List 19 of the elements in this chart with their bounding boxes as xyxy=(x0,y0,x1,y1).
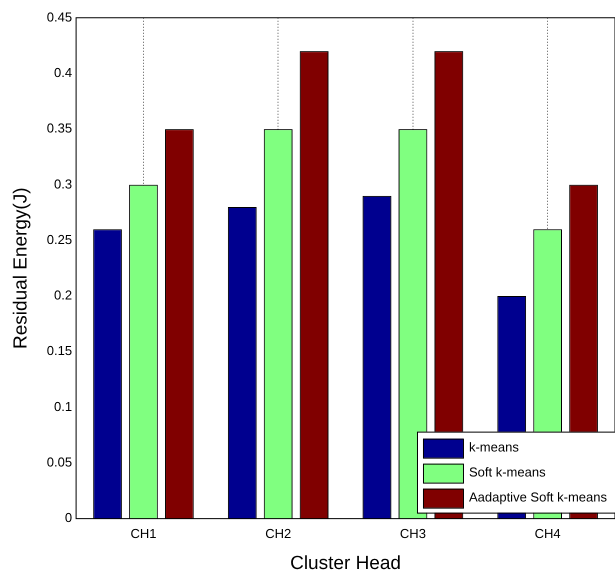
x-tick-label: CH4 xyxy=(534,526,561,541)
legend-label: Soft k-means xyxy=(468,464,546,480)
y-tick-label: 0.2 xyxy=(54,288,72,303)
x-tick-label: CH3 xyxy=(400,526,426,541)
y-tick-label: 0.45 xyxy=(46,9,72,24)
y-tick-label: 0.35 xyxy=(46,120,72,136)
y-tick-label: 0.3 xyxy=(54,176,72,192)
x-axis-title: Cluster Head xyxy=(290,552,401,574)
legend-label: Aadaptive Soft k-means xyxy=(468,490,608,505)
y-tick-label: 0.4 xyxy=(54,65,72,80)
y-tick-label: 0.1 xyxy=(54,398,72,414)
y-tick-label: 0.15 xyxy=(46,343,72,358)
legend-label: k-means xyxy=(468,440,520,455)
x-tick-label: CH2 xyxy=(265,526,292,541)
y-tick-label: 0 xyxy=(64,510,72,526)
y-axis-title: Residual Energy(J) xyxy=(10,187,32,349)
x-tick-label: CH1 xyxy=(130,526,156,541)
y-tick-label: 0.25 xyxy=(46,232,72,247)
y-tick-label: 0.05 xyxy=(46,454,72,470)
